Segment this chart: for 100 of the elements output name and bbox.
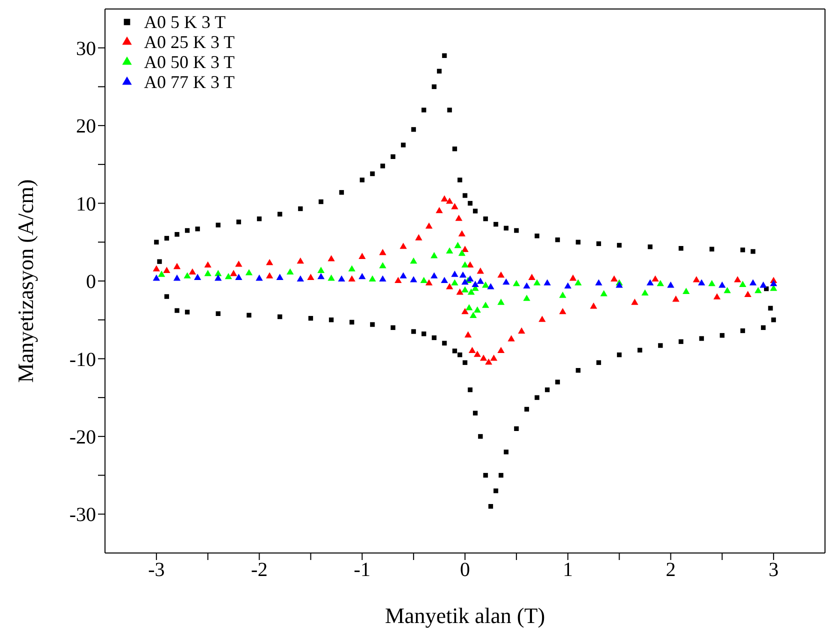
point <box>713 293 721 300</box>
point <box>461 308 469 314</box>
point <box>368 275 376 282</box>
point <box>708 280 716 286</box>
point <box>631 298 638 305</box>
point <box>470 312 477 318</box>
point <box>358 273 366 280</box>
legend-label: A0 77 K 3 T <box>144 72 235 92</box>
point <box>338 275 346 282</box>
point <box>646 279 654 286</box>
y-tick-label: 10 <box>76 193 96 216</box>
point <box>533 279 541 286</box>
point <box>296 275 304 282</box>
point <box>245 269 253 276</box>
point <box>672 296 680 302</box>
point <box>317 266 325 273</box>
point <box>544 279 551 286</box>
point <box>456 288 464 295</box>
point <box>440 276 448 284</box>
point <box>497 271 505 278</box>
point <box>564 282 572 288</box>
point <box>425 279 433 286</box>
point <box>152 274 160 281</box>
x-tick-label: 2 <box>666 559 676 582</box>
point <box>485 358 492 365</box>
point <box>451 270 458 277</box>
point <box>317 273 325 280</box>
point <box>436 206 443 214</box>
point <box>754 286 762 294</box>
point <box>348 275 356 282</box>
point <box>616 282 623 288</box>
x-tick-label: 1 <box>562 559 573 582</box>
point <box>692 276 700 282</box>
point <box>358 252 366 259</box>
point <box>497 298 505 305</box>
point <box>394 276 402 284</box>
point <box>744 290 752 298</box>
point <box>523 282 530 288</box>
point <box>204 261 212 268</box>
point <box>497 346 505 353</box>
point <box>230 270 238 276</box>
x-tick-label: -2 <box>250 559 268 582</box>
x-axis-title: Manyetik alan (T) <box>384 603 546 628</box>
point <box>574 279 582 286</box>
point <box>652 275 659 282</box>
point <box>474 306 481 313</box>
point <box>472 280 479 287</box>
x-tick-label: 3 <box>768 559 779 582</box>
point <box>641 289 649 296</box>
point <box>559 292 566 298</box>
point <box>466 261 474 268</box>
point <box>214 270 222 276</box>
x-tick-label: -3 <box>148 559 165 582</box>
point <box>528 274 536 280</box>
point <box>595 279 602 286</box>
y-axis-title: Manyetizasyon (A/cm) <box>12 179 38 383</box>
point <box>739 280 746 287</box>
point <box>415 234 422 240</box>
point <box>446 247 454 254</box>
point <box>400 242 407 249</box>
point <box>152 265 160 272</box>
point <box>214 274 222 281</box>
point <box>459 271 467 278</box>
point <box>667 282 674 288</box>
point <box>682 288 690 294</box>
point <box>204 270 212 276</box>
point <box>410 257 418 264</box>
point <box>276 274 284 280</box>
point <box>474 350 481 357</box>
point <box>458 230 466 236</box>
point <box>194 274 202 280</box>
point <box>590 302 598 309</box>
point <box>482 302 490 308</box>
point <box>266 259 274 266</box>
x-tick-label: -1 <box>354 559 370 582</box>
point <box>446 283 454 290</box>
point <box>698 279 706 286</box>
point <box>476 268 484 274</box>
point <box>600 290 608 296</box>
point <box>224 273 232 280</box>
point <box>718 282 726 288</box>
point <box>770 280 778 286</box>
point <box>464 331 472 338</box>
point <box>400 272 407 278</box>
y-tick-label: 0 <box>86 271 96 294</box>
point <box>749 279 757 286</box>
point <box>468 346 476 353</box>
point <box>348 265 356 272</box>
point <box>173 262 181 270</box>
point <box>454 242 462 248</box>
point <box>523 294 530 301</box>
y-tick-label: 20 <box>76 116 96 138</box>
point <box>173 274 181 281</box>
point <box>430 272 438 278</box>
point <box>188 268 196 275</box>
point <box>461 286 469 292</box>
point <box>410 276 418 282</box>
point <box>538 316 546 322</box>
point <box>461 278 469 285</box>
point <box>163 266 170 273</box>
